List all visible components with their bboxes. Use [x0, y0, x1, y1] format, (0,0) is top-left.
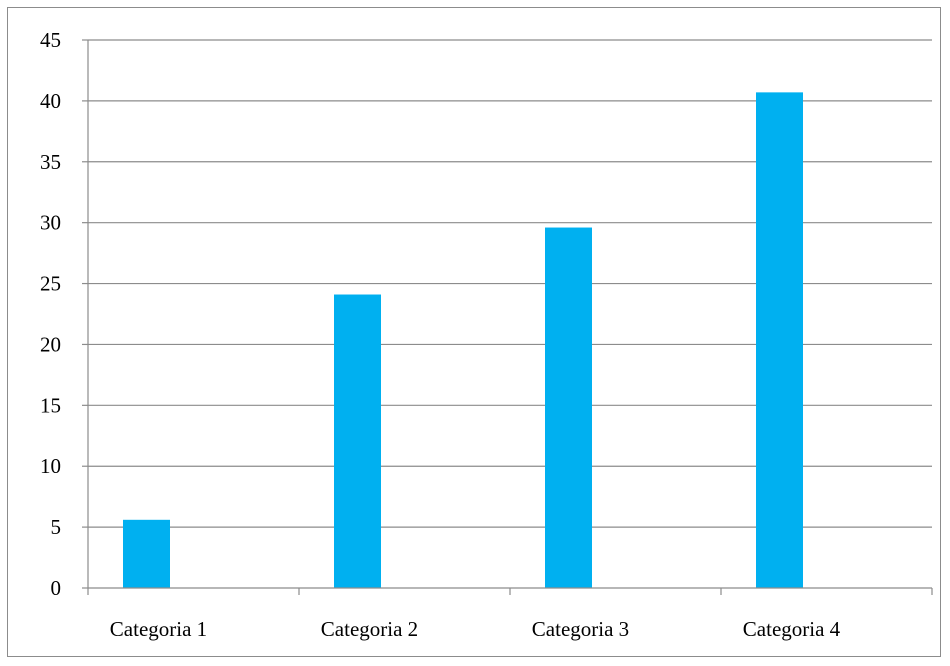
bar-3 [545, 227, 592, 588]
y-tick-label: 40 [40, 89, 61, 113]
gridlines [88, 39, 932, 528]
y-tick-label: 30 [40, 211, 61, 235]
y-tick-label: 25 [40, 272, 61, 296]
y-tick-label: 0 [51, 576, 62, 600]
x-tick-label: Categoria 2 [321, 617, 418, 641]
bars [123, 92, 803, 588]
y-tick-label: 5 [51, 515, 62, 539]
axes [82, 39, 933, 595]
bar-4 [756, 92, 803, 588]
x-tick-label: Categoria 3 [532, 617, 629, 641]
x-axis-tick-labels: Categoria 1 Categoria 2 Categoria 3 Categor… [110, 617, 841, 641]
y-tick-label: 15 [40, 393, 61, 417]
y-tick-label: 35 [40, 150, 61, 174]
x-tick-label: Categoria 4 [743, 617, 841, 641]
y-tick-label: 45 [40, 28, 61, 52]
y-tick-label: 10 [40, 454, 61, 478]
bar-1 [123, 519, 170, 588]
y-axis-tick-labels: 0 5 10 15 20 25 30 35 40 45 [40, 28, 61, 600]
bar-2 [334, 294, 381, 588]
x-tick-label: Categoria 1 [110, 617, 207, 641]
y-tick-label: 20 [40, 332, 61, 356]
